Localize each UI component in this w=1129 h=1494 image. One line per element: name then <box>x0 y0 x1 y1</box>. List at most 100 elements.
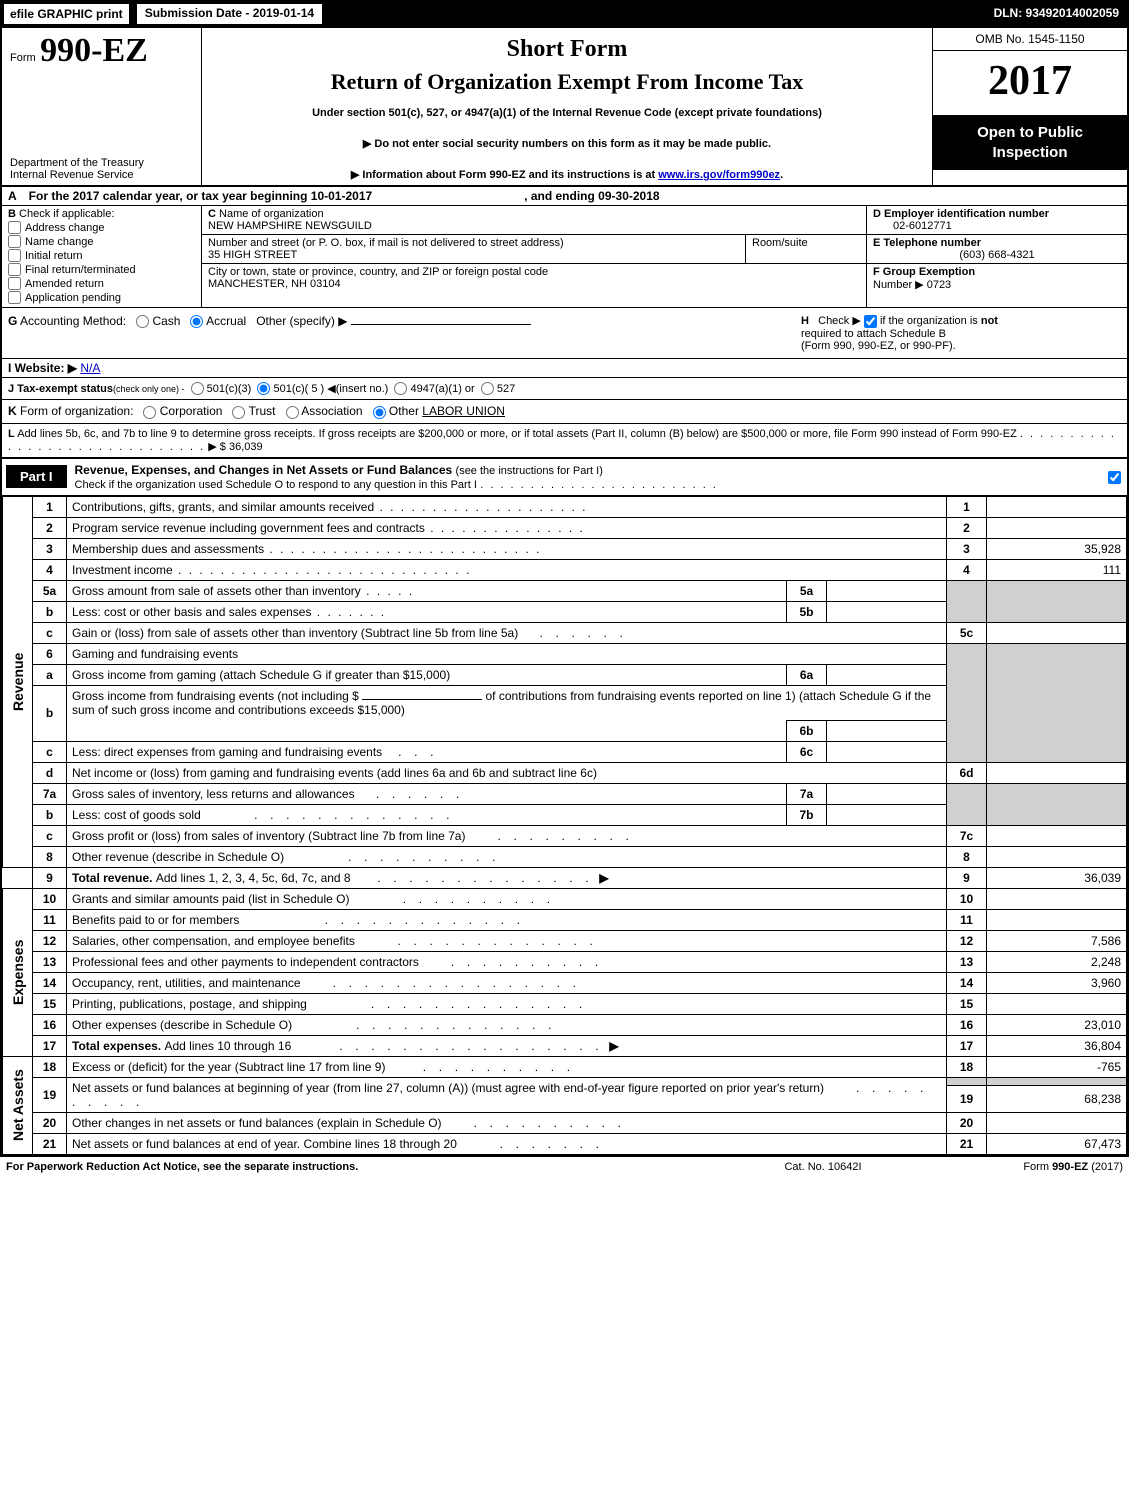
part-1-table: Revenue 1 Contributions, gifts, grants, … <box>2 496 1127 1155</box>
ln-13-desc: Professional fees and other payments to … <box>72 955 419 969</box>
ln-2-num: 2 <box>33 517 67 538</box>
ln-6-desc: Gaming and fundraising events <box>72 647 238 661</box>
ln-7a-num: 7a <box>33 783 67 804</box>
city-label: City or town, state or province, country… <box>208 266 548 278</box>
ln-16-desc: Other expenses (describe in Schedule O) <box>72 1018 292 1032</box>
dept-treasury: Department of the Treasury <box>10 157 193 169</box>
ln-15-val <box>987 993 1127 1014</box>
org-name: NEW HAMPSHIRE NEWSGUILD <box>208 220 372 232</box>
ln-7c-rnum: 7c <box>947 825 987 846</box>
calendar-year-text: For the 2017 calendar year, or tax year … <box>23 187 379 205</box>
radio-trust[interactable] <box>232 406 245 419</box>
footer-form-num: 990-EZ <box>1052 1161 1088 1173</box>
ln-18-rnum: 18 <box>947 1056 987 1077</box>
ln-7a-midval <box>827 783 947 804</box>
ln-7b-mid: 7b <box>787 804 827 825</box>
ln-16-val: 23,010 <box>987 1014 1127 1035</box>
chk-schedule-o[interactable] <box>1108 471 1121 484</box>
efile-print-button[interactable]: efile GRAPHIC print <box>2 2 131 26</box>
ln-6a-midval <box>827 664 947 685</box>
ln-10-rnum: 10 <box>947 888 987 909</box>
l-text: Add lines 5b, 6c, and 7b to line 9 to de… <box>17 428 1017 440</box>
ln-12-rnum: 12 <box>947 930 987 951</box>
j-sub: (check only one) - <box>113 384 185 394</box>
ln-1-val <box>987 496 1127 517</box>
lbl-application-pending: Application pending <box>25 292 121 304</box>
omb-number: OMB No. 1545-1150 <box>933 28 1127 51</box>
ln-1-num: 1 <box>33 496 67 517</box>
ln-17-val: 36,804 <box>987 1035 1127 1056</box>
footer-form-pre: Form <box>1023 1161 1052 1173</box>
lbl-initial-return: Initial return <box>25 250 82 262</box>
ln-16-rnum: 16 <box>947 1014 987 1035</box>
ln-20-rnum: 20 <box>947 1112 987 1133</box>
chk-initial-return[interactable] <box>8 249 21 262</box>
chk-schedule-b[interactable] <box>864 315 877 328</box>
ln-6b-pre: Gross income from fundraising events (no… <box>72 689 359 703</box>
radio-4947[interactable] <box>394 382 407 395</box>
tax-year: 2017 <box>933 51 1127 115</box>
form-title: Return of Organization Exempt From Incom… <box>210 69 924 95</box>
radio-501c[interactable] <box>257 382 270 395</box>
lbl-501c: 501(c)( 5 ) ◀(insert no.) <box>273 383 388 395</box>
ln-14-desc: Occupancy, rent, utilities, and maintena… <box>72 976 301 990</box>
ln-5b-mid: 5b <box>787 601 827 622</box>
part-1-check-line: Check if the organization used Schedule … <box>75 479 477 491</box>
label-l: L <box>8 428 15 440</box>
radio-527[interactable] <box>481 382 494 395</box>
ln-13-num: 13 <box>33 951 67 972</box>
ln-7c-val <box>987 825 1127 846</box>
lbl-cash: Cash <box>152 314 180 328</box>
chk-name-change[interactable] <box>8 235 21 248</box>
room-label: Room/suite <box>752 237 808 249</box>
under-section-text: Under section 501(c), 527, or 4947(a)(1)… <box>210 107 924 119</box>
section-net-assets: Net Assets <box>3 1056 33 1154</box>
lbl-501c3: 501(c)(3) <box>207 383 252 395</box>
street-label: Number and street (or P. O. box, if mail… <box>208 237 564 249</box>
ln-3-rnum: 3 <box>947 538 987 559</box>
ln-4-desc: Investment income <box>72 563 173 577</box>
ln-5a-mid: 5a <box>787 580 827 601</box>
ln-5a-num: 5a <box>33 580 67 601</box>
ending-date: , and ending 09-30-2018 <box>518 187 665 205</box>
radio-other-org[interactable] <box>373 406 386 419</box>
radio-corporation[interactable] <box>143 406 156 419</box>
chk-address-change[interactable] <box>8 221 21 234</box>
ln-9-val: 36,039 <box>987 867 1127 888</box>
ln-9-rnum: 9 <box>947 867 987 888</box>
form-header: Form 990-EZ Department of the Treasury I… <box>2 28 1127 187</box>
lbl-final-return: Final return/terminated <box>25 264 136 276</box>
ln-7b-midval <box>827 804 947 825</box>
radio-cash[interactable] <box>136 315 149 328</box>
ln-21-rnum: 21 <box>947 1133 987 1154</box>
ln-21-desc: Net assets or fund balances at end of ye… <box>72 1137 457 1151</box>
ln-18-val: -765 <box>987 1056 1127 1077</box>
ln-18-num: 18 <box>33 1056 67 1077</box>
ln-6d-num: d <box>33 762 67 783</box>
ln-11-rnum: 11 <box>947 909 987 930</box>
ln-5c-num: c <box>33 622 67 643</box>
instructions-link[interactable]: www.irs.gov/form990ez <box>658 169 780 181</box>
ln-3-desc: Membership dues and assessments <box>72 542 264 556</box>
dept-irs: Internal Revenue Service <box>10 169 193 181</box>
city-value: MANCHESTER, NH 03104 <box>208 278 341 290</box>
ln-5a-midval <box>827 580 947 601</box>
form-number: 990-EZ <box>40 32 148 69</box>
chk-application-pending[interactable] <box>8 291 21 304</box>
website-link[interactable]: N/A <box>80 361 100 375</box>
section-expenses: Expenses <box>3 888 33 1056</box>
chk-amended-return[interactable] <box>8 277 21 290</box>
ln-8-num: 8 <box>33 846 67 867</box>
radio-association[interactable] <box>286 406 299 419</box>
ln-21-val: 67,473 <box>987 1133 1127 1154</box>
chk-final-return[interactable] <box>8 263 21 276</box>
radio-accrual[interactable] <box>190 315 203 328</box>
label-g: G <box>8 314 17 328</box>
ln-5b-midval <box>827 601 947 622</box>
part-1-pill: Part I <box>6 465 67 488</box>
radio-501c3[interactable] <box>191 382 204 395</box>
ln-8-val <box>987 846 1127 867</box>
ln-6cc-num: c <box>33 741 67 762</box>
info-text-post: . <box>780 169 783 181</box>
ln-7a-desc: Gross sales of inventory, less returns a… <box>72 787 355 801</box>
